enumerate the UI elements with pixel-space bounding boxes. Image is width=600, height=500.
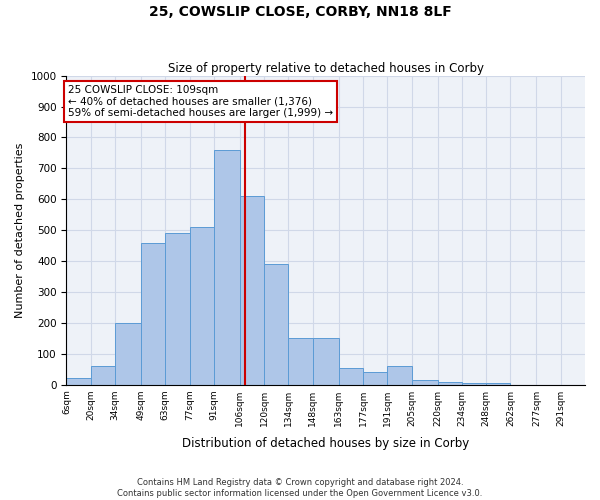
Text: 25 COWSLIP CLOSE: 109sqm
← 40% of detached houses are smaller (1,376)
59% of sem: 25 COWSLIP CLOSE: 109sqm ← 40% of detach… [68,85,333,118]
X-axis label: Distribution of detached houses by size in Corby: Distribution of detached houses by size … [182,437,469,450]
Bar [363,372,387,384]
Bar [462,383,486,384]
Y-axis label: Number of detached properties: Number of detached properties [15,142,25,318]
Text: 25, COWSLIP CLOSE, CORBY, NN18 8LF: 25, COWSLIP CLOSE, CORBY, NN18 8LF [149,5,451,19]
Bar [240,196,264,384]
Bar [67,378,91,384]
Bar [214,150,240,384]
Bar [313,338,339,384]
Bar [190,227,214,384]
Bar [115,323,141,384]
Text: Contains HM Land Registry data © Crown copyright and database right 2024.
Contai: Contains HM Land Registry data © Crown c… [118,478,482,498]
Bar [339,368,363,384]
Bar [264,264,289,384]
Bar [165,233,190,384]
Bar [141,242,165,384]
Title: Size of property relative to detached houses in Corby: Size of property relative to detached ho… [168,62,484,74]
Bar [387,366,412,384]
Bar [412,380,437,384]
Bar [486,383,511,384]
Bar [91,366,115,384]
Bar [437,382,462,384]
Bar [289,338,313,384]
